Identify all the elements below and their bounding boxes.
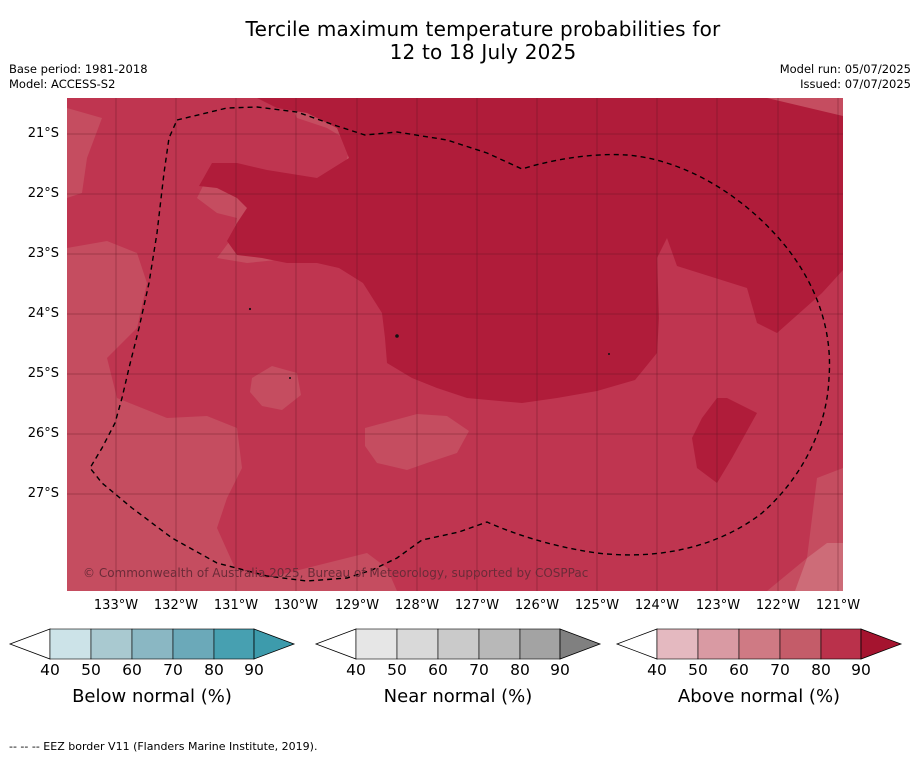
colorbar-tick: 70: [469, 661, 489, 679]
lat-label: 22°S: [27, 186, 59, 201]
title-line-2: 12 to 18 July 2025: [389, 40, 577, 64]
lon-label: 129°W: [334, 598, 380, 613]
map-region-60-70-small: [250, 366, 301, 410]
base-period-label: Base period: 1981-2018: [9, 62, 148, 76]
lon-label: 123°W: [695, 598, 741, 613]
issued-label: Issued: 07/07/2025: [800, 77, 911, 91]
map-region-80-90-main: [199, 98, 843, 403]
lon-label: 122°W: [755, 598, 801, 613]
probability-map: © Commonwealth of Australia 2025, Bureau…: [67, 98, 843, 591]
lat-label: 27°S: [27, 486, 59, 501]
map-canvas: [67, 98, 843, 591]
colorbar-tick: 50: [387, 661, 407, 679]
colorbar-tick: 80: [811, 661, 831, 679]
colorbar-near-title: Near normal (%): [383, 686, 533, 707]
lon-label: 125°W: [574, 598, 620, 613]
lon-label: 121°W: [815, 598, 861, 613]
map-region-80-90-southeast: [692, 398, 757, 483]
lon-label: 127°W: [454, 598, 500, 613]
copyright-notice: © Commonwealth of Australia 2025, Bureau…: [83, 566, 589, 580]
colorbar-tick: 50: [81, 661, 101, 679]
colorbar-tick: 70: [163, 661, 183, 679]
lat-label: 25°S: [27, 366, 59, 381]
lat-label: 23°S: [27, 246, 59, 261]
colorbar-tick: 60: [729, 661, 749, 679]
eez-footnote: -- -- -- EEZ border V11 (Flanders Marine…: [9, 740, 318, 753]
lon-label: 133°W: [93, 598, 139, 613]
lon-label: 130°W: [273, 598, 319, 613]
map-gridlines: [67, 98, 843, 591]
lon-label: 126°W: [514, 598, 560, 613]
meta-right: Model run: 05/07/2025 Issued: 07/07/2025: [780, 62, 911, 92]
colorbar-tick: 80: [510, 661, 530, 679]
colorbar-tick: 60: [122, 661, 142, 679]
model-label: Model: ACCESS-S2: [9, 77, 116, 91]
title-line-1: Tercile maximum temperature probabilitie…: [245, 17, 721, 41]
colorbar-tick: 90: [244, 661, 264, 679]
colorbar-tick: 40: [346, 661, 366, 679]
colorbar-tick: 90: [851, 661, 871, 679]
colorbar-below-swatches: [8, 628, 296, 660]
lon-label: 131°W: [213, 598, 259, 613]
lat-label: 21°S: [27, 126, 59, 141]
map-region-60-70-west: [67, 241, 397, 591]
island-markers: [248, 307, 610, 379]
eez-border-line: [89, 106, 831, 582]
colorbar-tick: 40: [647, 661, 667, 679]
meta-left: Base period: 1981-2018 Model: ACCESS-S2: [9, 62, 148, 92]
colorbar-tick: 90: [550, 661, 570, 679]
lon-label: 124°W: [634, 598, 680, 613]
map-region-60-70-center: [365, 414, 469, 470]
colorbar-tick: 50: [688, 661, 708, 679]
map-region-60-70-north: [67, 108, 102, 198]
colorbar-tick: 60: [428, 661, 448, 679]
colorbar-tick: 80: [204, 661, 224, 679]
colorbar-above-title: Above normal (%): [677, 686, 841, 707]
lat-label: 26°S: [27, 426, 59, 441]
colorbar-tick: 70: [770, 661, 790, 679]
model-run-label: Model run: 05/07/2025: [779, 62, 911, 76]
lat-label: 24°S: [27, 306, 59, 321]
map-region-50-60-southeast: [795, 543, 843, 591]
colorbar-below-title: Below normal (%): [72, 686, 232, 707]
colorbar-tick: 40: [40, 661, 60, 679]
lon-label: 128°W: [394, 598, 440, 613]
colorbar-near-swatches: [314, 628, 602, 660]
page-title: Tercile maximum temperature probabilitie…: [0, 18, 919, 64]
colorbar-above-swatches: [615, 628, 903, 660]
lon-label: 132°W: [153, 598, 199, 613]
